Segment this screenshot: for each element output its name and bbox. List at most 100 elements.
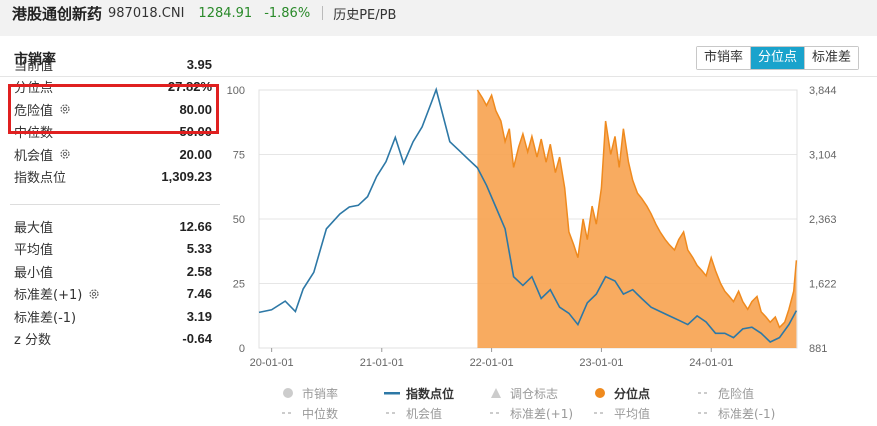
stat-label: 当前值	[14, 55, 53, 74]
index-line	[258, 86, 798, 343]
stat-label: 标准差(-1)	[14, 307, 76, 326]
x-tick-label: 20-01-01	[250, 357, 294, 369]
stat-value: 80.00	[179, 101, 212, 117]
stat-label: 机会值	[14, 145, 71, 164]
chart-legend: 市销率 指数点位 调仓标志 分位点 危险值 中位数 机会值 标准差(+1) 平均值 标准差(-1…	[280, 383, 800, 423]
x-tick-label: 22-01-01	[470, 357, 514, 369]
stat-label: z 分数	[14, 329, 51, 348]
legend-marker-icon	[696, 391, 712, 395]
stat-label-text: 机会值	[14, 148, 54, 164]
stat-label: 指数点位	[14, 167, 66, 186]
stat-label-text: 指数点位	[14, 171, 67, 187]
stat-value: 5.33	[186, 241, 212, 257]
legend-label: 指数点位	[406, 386, 455, 401]
stat-label-text: 最大值	[14, 220, 54, 236]
gear-icon[interactable]	[59, 148, 71, 160]
legend-label: 标准差(+1)	[510, 406, 574, 421]
stat-value: 3.95	[186, 56, 212, 72]
stat-label: 最大值	[14, 217, 53, 236]
index-change: -1.86%	[264, 5, 311, 21]
stat-row: 最小值 2.58	[10, 260, 220, 283]
legend-item[interactable]: 标准差(+1)	[488, 405, 592, 422]
stat-row: 平均值 5.33	[10, 238, 220, 261]
tab-ps[interactable]: 市销率	[697, 47, 751, 69]
stat-label-text: 平均值	[14, 243, 54, 259]
stat-row: 最大值 12.66	[10, 215, 220, 238]
legend-marker-icon	[592, 387, 608, 399]
legend-label: 分位点	[614, 386, 651, 401]
legend-marker-icon	[488, 387, 504, 399]
stat-label: 危险值	[14, 100, 71, 119]
legend-item[interactable]: 分位点	[592, 385, 696, 402]
legend-item[interactable]: 调仓标志	[488, 385, 592, 402]
header-divider	[322, 6, 324, 20]
legend-label: 市销率	[302, 386, 339, 401]
stat-value: -0.64	[182, 331, 212, 347]
valuation-chart: 0 25 50 75 100 881 1,622 2,363 3,104 3,844 20-01-0…	[227, 85, 837, 369]
y-left-tick: 0	[239, 343, 245, 355]
legend-item[interactable]: 危险值	[696, 385, 800, 402]
percentile-line	[476, 89, 798, 329]
legend-marker-icon	[592, 411, 608, 415]
y-left-tick: 75	[233, 150, 245, 162]
x-tick-label: 23-01-01	[579, 357, 623, 369]
y-left-tick: 50	[233, 214, 245, 226]
stat-label-text: 当前值	[14, 58, 54, 74]
highlight-box	[8, 84, 219, 134]
legend-label: 中位数	[302, 406, 339, 421]
legend-label: 机会值	[406, 406, 443, 421]
legend-label: 调仓标志	[510, 386, 559, 401]
stat-value: 12.66	[179, 218, 212, 234]
gear-icon[interactable]	[59, 103, 71, 115]
stat-label: 最小值	[14, 262, 53, 281]
stat-value: 7.46	[186, 286, 212, 302]
legend-item[interactable]: 指数点位	[384, 385, 488, 402]
stat-label-text: 标准差(+1)	[14, 288, 83, 304]
header-bar: 港股通创新药 987018.CNI 1284.91 -1.86% 历史PE/PB	[0, 0, 877, 26]
history-pe-pb-link[interactable]: 历史PE/PB	[333, 7, 397, 23]
legend-marker-icon	[280, 411, 296, 415]
stat-value: 1,309.23	[161, 169, 212, 185]
stat-row: 指数点位 1,309.23	[10, 166, 220, 189]
stat-label-text: 最小值	[14, 265, 54, 281]
x-tick-label: 21-01-01	[360, 357, 404, 369]
y-left-tick: 100	[227, 85, 245, 97]
legend-item[interactable]: 中位数	[280, 405, 384, 422]
legend-item[interactable]: 平均值	[592, 405, 696, 422]
stat-value: 3.19	[186, 308, 212, 324]
panel-title: 市销率	[14, 52, 56, 68]
legend-label: 危险值	[718, 386, 755, 401]
y-right-tick: 3,104	[809, 150, 837, 162]
legend-marker-icon	[280, 387, 296, 399]
y-right-tick: 1,622	[809, 279, 837, 291]
percentile-area	[477, 90, 797, 348]
stat-row: 标准差(+1) 7.46	[10, 283, 220, 306]
stat-label: 平均值	[14, 239, 53, 258]
x-tick-label: 24-01-01	[689, 357, 733, 369]
stats-divider	[10, 204, 220, 205]
index-code: 987018.CNI	[108, 5, 185, 21]
stat-value: 2.58	[186, 263, 212, 279]
tab-stddev[interactable]: 标准差	[804, 47, 859, 69]
y-left-tick: 25	[233, 279, 245, 291]
y-right-tick: 3,844	[809, 85, 837, 97]
legend-marker-icon	[384, 391, 400, 395]
legend-item[interactable]: 标准差(-1)	[696, 405, 800, 422]
legend-marker-icon	[384, 411, 400, 415]
stat-label-text: z 分数	[14, 333, 51, 349]
stat-row: 危险值 80.00	[10, 98, 220, 121]
gear-icon[interactable]	[88, 288, 100, 300]
legend-marker-icon	[696, 411, 712, 415]
y-right-tick: 2,363	[809, 214, 837, 226]
stat-value: 20.00	[179, 146, 212, 162]
legend-item[interactable]: 机会值	[384, 405, 488, 422]
stat-label-text: 标准差(-1)	[14, 310, 77, 326]
tab-percentile[interactable]: 分位点	[750, 47, 805, 69]
stat-row: 机会值 20.00	[10, 143, 220, 166]
stat-row: 标准差(-1) 3.19	[10, 305, 220, 328]
legend-label: 标准差(-1)	[718, 406, 776, 421]
legend-item[interactable]: 市销率	[280, 385, 384, 402]
legend-label: 平均值	[614, 406, 651, 421]
index-name: 港股通创新药	[12, 4, 103, 23]
stat-row: z 分数 -0.64	[10, 328, 220, 351]
